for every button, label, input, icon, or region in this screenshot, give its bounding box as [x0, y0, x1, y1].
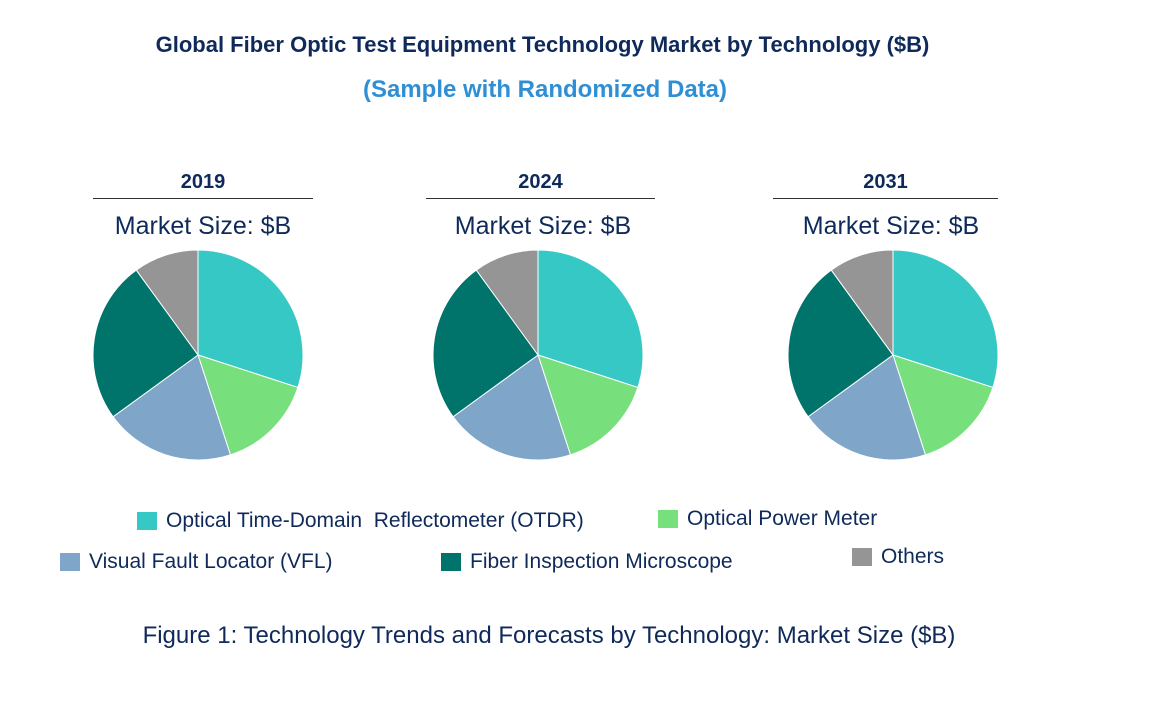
- legend-label-fiber-inspection: Fiber Inspection Microscope: [470, 550, 733, 573]
- legend-item-vfl: Visual Fault Locator (VFL): [60, 550, 333, 574]
- pie-slice-2024-2: [452, 354, 572, 461]
- legend-swatch-power-meter: [658, 510, 678, 528]
- legend-item-otdr: Optical Time-Domain Reflectometer (OTDR): [137, 509, 584, 533]
- legend-swatch-otdr: [137, 512, 157, 530]
- pie-slice-2019-1: [197, 354, 299, 456]
- pie-slice-2024-3: [432, 269, 539, 418]
- legend-item-fiber-inspection: Fiber Inspection Microscope: [441, 550, 733, 574]
- pie-year-2024: 2024: [426, 171, 655, 199]
- pie-year-2019: 2019: [93, 171, 313, 199]
- legend-swatch-others: [852, 548, 872, 566]
- pie-year-2031: 2031: [773, 171, 998, 199]
- pie-slice-2019-0: [197, 249, 304, 389]
- market-size-label-2024: Market Size: $B: [454, 212, 632, 240]
- legend-swatch-vfl: [60, 553, 80, 571]
- pie-slice-2031-3: [787, 269, 894, 418]
- market-size-label-2019: Market Size: $B: [114, 212, 292, 240]
- legend-item-others: Others: [852, 545, 944, 569]
- pie-slice-2019-3: [92, 269, 199, 418]
- chart-title: Global Fiber Optic Test Equipment Techno…: [155, 32, 930, 57]
- pie-slice-2024-4: [475, 249, 539, 357]
- legend-item-power-meter: Optical Power Meter: [658, 507, 877, 531]
- pie-slice-2031-1: [892, 354, 994, 456]
- pie-slice-2024-0: [537, 249, 644, 389]
- legend-label-otdr: Optical Time-Domain Reflectometer (OTDR): [166, 509, 584, 532]
- pie-slice-2031-4: [830, 249, 894, 357]
- legend-label-power-meter: Optical Power Meter: [687, 507, 878, 530]
- pie-slice-2024-1: [537, 354, 639, 456]
- figure-caption: Figure 1: Technology Trends and Forecast…: [142, 622, 956, 649]
- chart-subtitle: (Sample with Randomized Data): [362, 76, 728, 103]
- pie-slice-2031-0: [892, 249, 999, 389]
- legend-label-others: Others: [881, 545, 945, 568]
- legend-label-vfl: Visual Fault Locator (VFL): [89, 550, 333, 573]
- legend-swatch-fiber-inspection: [441, 553, 461, 571]
- market-size-label-2031: Market Size: $B: [802, 212, 980, 240]
- pie-slice-2019-4: [135, 249, 199, 357]
- pie-slice-2019-2: [112, 354, 232, 461]
- pie-slice-2031-2: [807, 354, 927, 461]
